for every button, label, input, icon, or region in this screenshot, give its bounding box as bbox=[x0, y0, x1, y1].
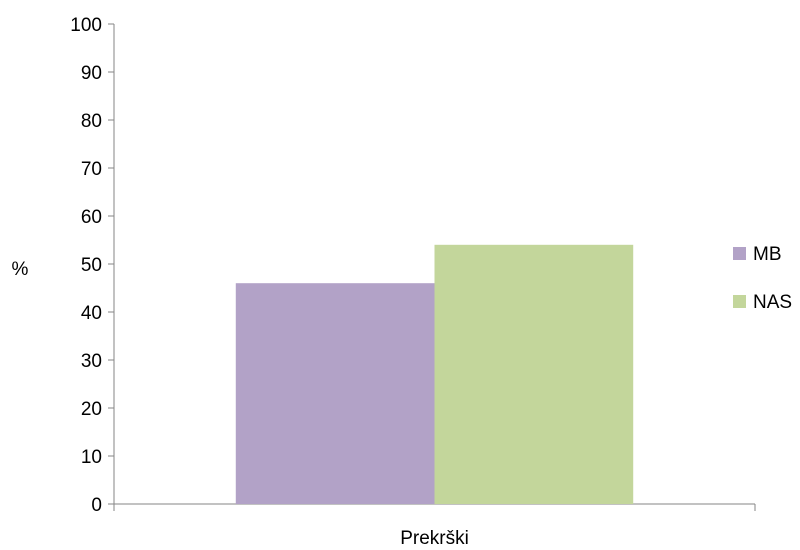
x-ticks: Prekrški bbox=[113, 504, 756, 549]
y-tick-label: 10 bbox=[81, 447, 102, 468]
legend-label-nas: NAS bbox=[753, 292, 792, 313]
bar-nas bbox=[434, 244, 634, 505]
y-tick-label: 0 bbox=[91, 495, 102, 516]
y-tick-label: 60 bbox=[81, 207, 102, 228]
y-tick-label: 100 bbox=[70, 15, 102, 36]
y-tick-label: 20 bbox=[81, 399, 102, 420]
legend: MB NAS bbox=[733, 244, 792, 313]
y-ticks: 0 10 20 30 40 50 60 70 80 90 100 bbox=[70, 15, 114, 516]
x-axis: Prekrški bbox=[113, 503, 756, 549]
y-tick-label: 40 bbox=[81, 303, 102, 324]
legend-label-mb: MB bbox=[753, 244, 782, 265]
y-tick-label: 70 bbox=[81, 159, 102, 180]
y-tick-label: 50 bbox=[81, 255, 102, 276]
legend-swatch-nas bbox=[733, 295, 746, 308]
y-tick-label: 90 bbox=[81, 63, 102, 84]
bars bbox=[235, 244, 634, 505]
y-tick-label: 30 bbox=[81, 351, 102, 372]
x-tick-label: Prekrški bbox=[400, 528, 469, 549]
y-tick-label: 80 bbox=[81, 111, 102, 132]
y-axis-title: % bbox=[12, 259, 29, 280]
y-axis: 0 10 20 30 40 50 60 70 80 90 100 bbox=[70, 15, 115, 516]
bar-mb bbox=[235, 283, 435, 504]
legend-swatch-mb bbox=[733, 247, 746, 260]
